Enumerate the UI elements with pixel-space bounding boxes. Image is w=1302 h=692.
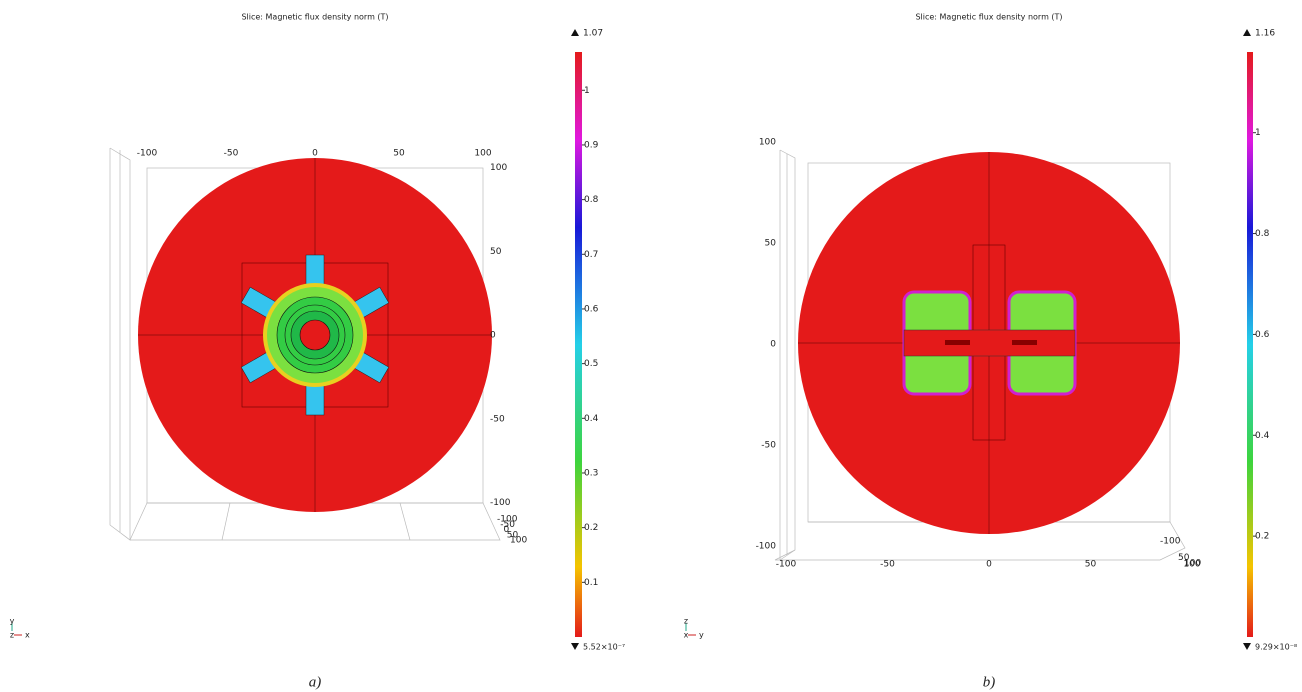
caption: a) bbox=[309, 674, 322, 690]
colorbar-tick-label: 0.8 bbox=[584, 195, 599, 205]
y-tick-label: 50 bbox=[765, 239, 777, 249]
y-tick-label: -100 bbox=[756, 542, 777, 552]
colorbar-tick-label: 0.4 bbox=[1255, 431, 1270, 441]
depth-tick-label: -100 bbox=[1160, 537, 1181, 547]
x-tick-label: -100 bbox=[776, 560, 797, 570]
y-tick-label: -50 bbox=[490, 414, 505, 424]
triad-right: x bbox=[25, 631, 30, 640]
x-tick-label: 50 bbox=[1085, 560, 1097, 570]
y-tick-label: 100 bbox=[490, 163, 507, 173]
x-tick-label: -50 bbox=[880, 560, 895, 570]
colorbar-tick-label: 1 bbox=[1255, 128, 1261, 138]
x-tick-label: 50 bbox=[393, 149, 405, 159]
y-tick-label: 100 bbox=[759, 138, 776, 148]
x-tick-label: 100 bbox=[474, 149, 491, 159]
depth-tick-label: 100 bbox=[1184, 559, 1201, 569]
y-tick-label: 50 bbox=[490, 247, 502, 257]
x-tick-label: 0 bbox=[986, 560, 992, 570]
colorbar-tick-label: 0.6 bbox=[1255, 330, 1270, 340]
x-tick-label: -50 bbox=[224, 149, 239, 159]
panel-title: Slice: Magnetic flux density norm (T) bbox=[915, 13, 1062, 22]
y-tick-label: 0 bbox=[490, 331, 496, 341]
y-tick-label: 0 bbox=[770, 340, 776, 350]
figure: Slice: Magnetic flux density norm (T) 1.0… bbox=[0, 0, 1302, 692]
colorbar-min: 9.29×10⁻⁸ bbox=[1255, 643, 1297, 652]
caption: b) bbox=[983, 674, 996, 690]
colorbar-tick-label: 1 bbox=[584, 86, 590, 96]
triad-up: y bbox=[10, 617, 15, 626]
triad-right: y bbox=[699, 631, 704, 640]
colorbar-max: 1.07 bbox=[583, 29, 603, 39]
panel-a-drawing bbox=[12, 29, 582, 650]
depth-tick-label: 100 bbox=[510, 536, 527, 546]
colorbar-tick-label: 0.2 bbox=[1255, 532, 1269, 542]
colorbar-tick-label: 0.3 bbox=[584, 468, 598, 478]
triad-up: z bbox=[684, 617, 688, 626]
x-tick-label: 0 bbox=[312, 149, 318, 159]
triad-out: z bbox=[10, 631, 14, 640]
triad-out: x bbox=[684, 631, 689, 640]
panel-title: Slice: Magnetic flux density norm (T) bbox=[241, 13, 388, 22]
colorbar-tick-label: 0.5 bbox=[584, 359, 598, 369]
y-tick-label: -100 bbox=[490, 498, 511, 508]
colorbar-min: 5.52×10⁻⁷ bbox=[583, 643, 625, 652]
colorbar-max: 1.16 bbox=[1255, 29, 1275, 39]
colorbar-tick-label: 0.7 bbox=[584, 250, 598, 260]
colorbar-tick-label: 0.9 bbox=[584, 140, 599, 150]
colorbar-tick-label: 0.1 bbox=[584, 578, 598, 588]
colorbar-tick-label: 0.6 bbox=[584, 304, 599, 314]
y-tick-label: -50 bbox=[761, 441, 776, 451]
colorbar-tick-label: 0.8 bbox=[1255, 229, 1270, 239]
x-tick-label: -100 bbox=[137, 149, 158, 159]
colorbar-tick-label: 0.2 bbox=[584, 523, 598, 533]
colorbar-tick-label: 0.4 bbox=[584, 414, 599, 424]
